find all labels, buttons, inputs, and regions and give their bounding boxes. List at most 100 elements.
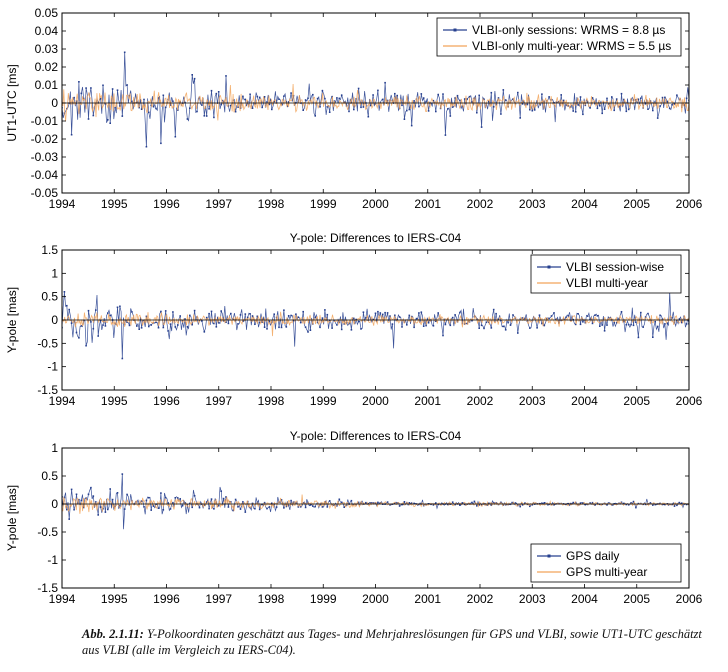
data-point — [398, 505, 401, 507]
x-tick-label: 2002 — [467, 394, 494, 408]
data-point — [95, 501, 97, 503]
y-tick-label: -0.5 — [37, 525, 58, 539]
legend-label-2: VLBI multi-year — [566, 276, 648, 290]
data-point — [287, 504, 290, 507]
data-point — [579, 96, 582, 98]
data-point — [162, 94, 165, 97]
data-point — [186, 503, 189, 506]
data-point — [661, 96, 664, 99]
data-point — [413, 100, 415, 102]
x-tick-label: 2001 — [414, 592, 441, 606]
y-tick-label: 1 — [51, 266, 58, 280]
data-point — [483, 98, 485, 100]
data-point — [97, 335, 99, 337]
data-point — [266, 507, 268, 510]
x-tick-label: 2002 — [467, 592, 494, 606]
x-tick-label: 2003 — [519, 197, 546, 211]
data-point — [463, 98, 466, 100]
data-point — [637, 502, 640, 505]
data-point — [377, 501, 379, 504]
data-point — [109, 122, 111, 124]
data-point — [507, 321, 509, 324]
data-point — [635, 321, 637, 323]
data-point — [104, 103, 107, 105]
data-point — [353, 108, 355, 111]
data-point — [230, 104, 232, 107]
data-point — [256, 95, 259, 98]
data-point — [476, 505, 478, 507]
data-point — [326, 506, 329, 508]
data-point — [210, 310, 213, 313]
data-point — [326, 106, 329, 108]
data-point — [545, 317, 548, 320]
data-point — [666, 322, 669, 324]
data-point — [353, 317, 355, 320]
data-point — [625, 110, 628, 113]
x-tick-label: 1999 — [310, 197, 337, 211]
data-point — [488, 100, 490, 103]
data-point — [205, 316, 208, 319]
data-point — [394, 92, 396, 95]
data-point — [99, 97, 102, 100]
data-point — [560, 94, 562, 96]
data-point — [249, 93, 251, 96]
data-point — [415, 317, 418, 320]
data-point — [164, 310, 167, 312]
data-point — [381, 98, 384, 101]
data-point — [225, 496, 227, 498]
data-point — [104, 511, 107, 513]
data-point — [630, 502, 632, 504]
y-tick-label: -0.5 — [37, 336, 58, 350]
data-point — [572, 501, 574, 504]
data-point — [659, 314, 661, 317]
data-point — [596, 502, 599, 505]
data-point — [664, 503, 666, 506]
data-point — [519, 505, 521, 508]
data-point — [304, 506, 307, 509]
data-point — [606, 97, 608, 100]
x-tick-label: 1999 — [310, 592, 337, 606]
data-point — [232, 509, 234, 512]
data-point — [492, 502, 495, 504]
data-point — [422, 97, 425, 99]
data-point — [379, 312, 382, 314]
data-point — [649, 502, 652, 504]
data-point — [225, 75, 227, 77]
data-point — [201, 320, 203, 322]
data-point — [599, 104, 601, 107]
data-point — [495, 103, 497, 106]
data-point — [401, 104, 403, 107]
data-point — [309, 504, 312, 506]
y-tick-label: 1.5 — [41, 243, 58, 257]
data-point — [490, 504, 493, 506]
y-tick-label: 0.02 — [35, 60, 59, 74]
data-point — [205, 501, 208, 503]
data-point — [181, 320, 184, 322]
data-point — [169, 104, 172, 106]
data-point — [562, 99, 565, 102]
data-point — [519, 117, 521, 119]
data-point — [162, 509, 165, 511]
data-point — [92, 114, 95, 117]
data-point — [169, 323, 172, 325]
data-point — [485, 321, 488, 323]
data-point — [295, 313, 297, 315]
data-point — [625, 503, 628, 506]
data-point — [82, 97, 85, 100]
data-point — [398, 316, 401, 318]
data-point — [606, 324, 608, 326]
data-point — [683, 104, 685, 106]
data-point — [456, 94, 459, 97]
data-point — [258, 508, 261, 511]
data-point — [68, 308, 70, 311]
data-point — [160, 492, 162, 494]
data-point — [360, 328, 362, 330]
data-point — [157, 507, 160, 509]
y-tick-label: 0 — [51, 96, 58, 110]
data-point — [90, 87, 92, 89]
data-point — [85, 87, 87, 89]
data-point — [138, 106, 140, 109]
data-point — [217, 504, 220, 507]
data-point — [620, 92, 623, 95]
data-point — [336, 505, 338, 507]
